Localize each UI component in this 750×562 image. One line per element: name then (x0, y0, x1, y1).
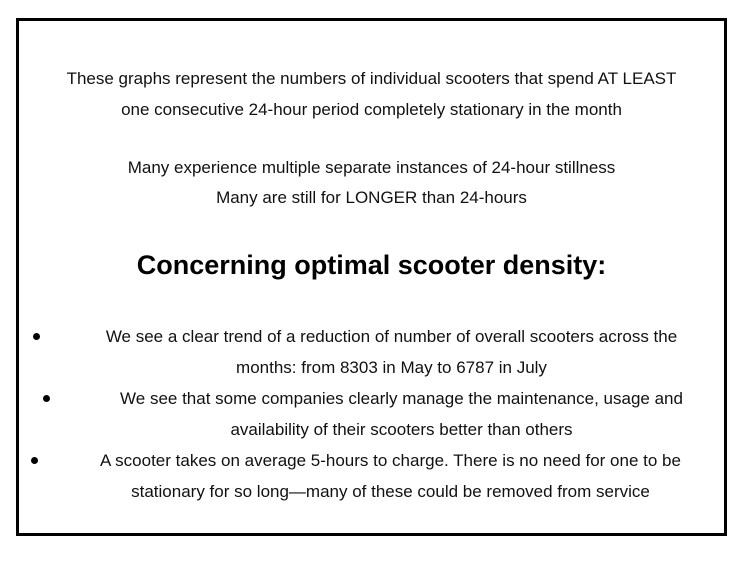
bullet-text: A scooter takes on average 5-hours to ch… (59, 445, 722, 507)
bullet-line-2: stationary for so long—many of these cou… (131, 482, 650, 501)
bullet-line-1: We see a clear trend of a reduction of n… (105, 327, 678, 346)
bullet-text: We see that some companies clearly manag… (71, 383, 732, 445)
bullet-dot-icon (43, 395, 50, 402)
intro-paragraph: These graphs represent the numbers of in… (19, 63, 724, 125)
bullet-line-1: We see that some companies clearly manag… (120, 389, 683, 408)
notes-paragraph: Many experience multiple separate instan… (19, 153, 724, 213)
bullet-line-2: months: from 8303 in May to 6787 in July (236, 358, 547, 377)
section-heading: Concerning optimal scooter density: (136, 250, 607, 280)
bullet-line-1: A scooter takes on average 5-hours to ch… (100, 451, 681, 470)
intro-line-2: one consecutive 24-hour period completel… (121, 100, 622, 119)
intro-line-1: These graphs represent the numbers of in… (66, 69, 677, 88)
bullet-line-2: availability of their scooters better th… (230, 420, 573, 439)
bullet-text: We see a clear trend of a reduction of n… (59, 321, 724, 383)
notes-line-1: Many experience multiple separate instan… (127, 158, 616, 177)
bullet-dot-icon (33, 333, 40, 340)
bullet-dot-icon (31, 457, 38, 464)
notes-line-2: Many are still for LONGER than 24-hours (216, 188, 527, 207)
slide-frame: These graphs represent the numbers of in… (16, 18, 727, 536)
